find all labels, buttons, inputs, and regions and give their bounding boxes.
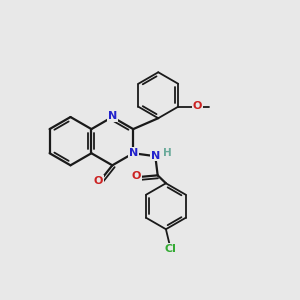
Text: N: N: [129, 148, 138, 158]
Text: O: O: [94, 176, 103, 186]
Text: N: N: [151, 151, 160, 160]
Text: N: N: [108, 111, 117, 122]
Text: H: H: [163, 148, 172, 158]
Text: O: O: [131, 171, 141, 181]
Text: O: O: [193, 101, 202, 111]
Text: Cl: Cl: [165, 244, 177, 254]
